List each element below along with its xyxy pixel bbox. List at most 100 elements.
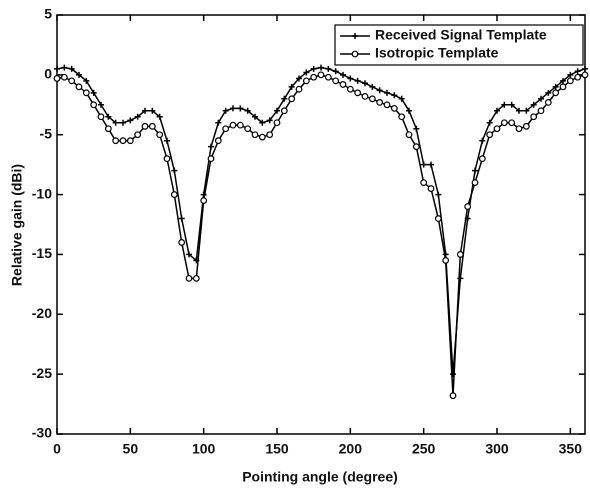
y-tick-label: 5 [44, 6, 52, 22]
point [273, 119, 281, 127]
point [493, 125, 501, 133]
point [120, 119, 126, 126]
point [354, 89, 362, 97]
point [537, 107, 545, 115]
point [214, 137, 222, 145]
point [310, 65, 317, 72]
point [207, 155, 215, 163]
point [325, 65, 332, 72]
point [552, 89, 560, 97]
legend-marker [352, 33, 358, 39]
point [515, 125, 523, 133]
point [449, 392, 457, 400]
point [530, 113, 538, 121]
point [208, 143, 214, 150]
y-tick-label: -5 [40, 125, 53, 141]
point [581, 71, 589, 79]
point [384, 89, 390, 96]
point [251, 131, 259, 139]
point [582, 65, 588, 72]
point [171, 167, 178, 174]
point [494, 107, 500, 114]
point [486, 119, 493, 126]
x-tick-label: 250 [412, 441, 436, 457]
point [53, 75, 61, 82]
point [244, 125, 252, 133]
point [280, 107, 288, 115]
point [347, 75, 354, 82]
point [230, 105, 236, 112]
point [98, 101, 104, 108]
point [434, 215, 442, 222]
point [178, 215, 185, 222]
point [324, 73, 332, 81]
point [391, 92, 398, 99]
point [442, 257, 450, 264]
x-tick-label: 350 [559, 441, 583, 457]
x-tick-label: 200 [339, 441, 363, 457]
point [186, 251, 192, 258]
point [383, 101, 391, 109]
point [68, 65, 75, 72]
point [274, 107, 280, 114]
point [236, 121, 244, 129]
point [317, 71, 325, 79]
point [398, 95, 405, 102]
point [281, 95, 288, 102]
point [559, 83, 567, 91]
point [303, 69, 310, 76]
y-tick-label: -20 [32, 305, 52, 321]
point [376, 98, 384, 106]
point [413, 125, 420, 132]
point [318, 64, 324, 71]
point [141, 122, 149, 130]
point [501, 101, 508, 108]
point [398, 113, 406, 121]
x-tick-label: 0 [53, 441, 61, 457]
legend-marker [351, 50, 359, 58]
point [215, 119, 222, 126]
point [163, 155, 171, 163]
point [428, 161, 434, 168]
y-tick-label: -10 [32, 185, 52, 201]
point [339, 81, 347, 88]
plot-frame [56, 14, 586, 435]
point [567, 71, 574, 78]
point [574, 68, 581, 75]
point [258, 133, 266, 141]
point [192, 274, 200, 282]
point [354, 77, 361, 84]
x-tick-label: 150 [265, 441, 289, 457]
point [471, 179, 479, 187]
point [508, 119, 516, 127]
point [104, 125, 112, 133]
point [450, 371, 456, 378]
point [83, 77, 90, 84]
point [523, 107, 530, 114]
point [54, 65, 60, 72]
point [200, 197, 208, 204]
point [76, 71, 82, 78]
point [427, 185, 435, 192]
point [560, 77, 566, 84]
point [61, 64, 68, 71]
point [149, 107, 156, 114]
x-axis-label: Pointing angle (degree) [242, 469, 398, 485]
point [266, 131, 274, 139]
point [105, 113, 112, 120]
point [376, 87, 383, 94]
point [435, 191, 442, 198]
point [574, 73, 582, 81]
point [362, 80, 368, 87]
y-tick-label: -25 [32, 365, 52, 381]
point [457, 275, 464, 282]
point [170, 191, 178, 198]
point [237, 105, 244, 112]
point [148, 122, 156, 130]
legend-label: Isotropic Template [375, 45, 499, 61]
y-tick-label: 0 [44, 66, 52, 82]
point [252, 113, 258, 120]
point [295, 85, 303, 93]
point [405, 131, 413, 139]
point [127, 117, 134, 124]
